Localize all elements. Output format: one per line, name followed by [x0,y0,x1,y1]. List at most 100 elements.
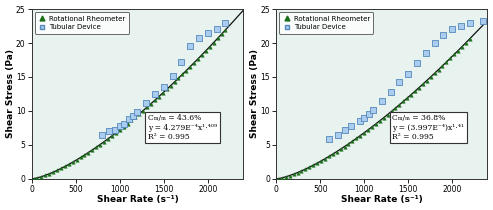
Point [337,147,345,151]
Point [167,84,175,87]
Point [439,33,447,37]
Point [411,89,419,93]
Point [151,98,159,102]
Point [190,61,198,64]
Point [80,153,88,157]
Point [274,177,282,180]
Point [194,57,202,60]
Point [434,68,442,71]
Point [341,145,349,148]
Point [368,125,376,129]
Point [45,172,53,176]
Point [365,113,373,116]
Point [53,169,61,172]
Point [384,113,391,116]
Point [380,116,387,119]
Point [206,45,213,48]
Point [341,128,349,132]
Point [457,24,465,28]
Point [159,91,167,95]
Point [221,28,229,32]
Point [466,21,474,24]
Point [104,137,112,140]
Point [30,177,37,180]
Point [448,28,456,31]
Point [376,119,384,122]
Point [313,161,321,165]
Point [76,156,84,159]
Point [124,122,132,125]
Point [454,49,462,52]
Point [49,171,57,174]
Point [286,174,294,177]
Point [427,75,435,79]
Point [92,146,100,149]
Point [96,143,104,146]
Point [415,86,423,89]
Point [69,160,77,164]
Point [132,116,140,119]
Point [360,116,368,119]
Point [98,133,106,136]
Point [108,134,116,138]
Point [391,106,399,110]
Point [404,72,412,75]
Point [177,60,185,64]
Point [134,111,141,114]
Point [387,90,394,94]
Point [171,80,178,84]
Point [72,158,80,161]
Point [128,119,136,122]
Point [325,155,333,158]
Point [163,88,171,91]
Point [61,165,69,168]
Point [466,37,474,40]
Point [111,128,119,132]
Point [329,152,337,156]
Point [84,151,92,154]
Point [387,110,395,113]
Point [147,102,155,105]
Point [169,74,176,77]
Point [142,101,150,104]
Point [413,62,421,65]
Point [442,60,450,64]
Point [298,169,306,173]
Point [305,165,313,169]
Point [333,150,341,153]
X-axis label: Shear Rate (s⁻¹): Shear Rate (s⁻¹) [97,196,178,205]
Point [195,36,203,39]
X-axis label: Shear Rate (s⁻¹): Shear Rate (s⁻¹) [341,196,423,205]
Point [395,103,403,106]
Point [175,76,182,80]
Point [178,73,186,76]
Point [369,108,377,111]
Point [479,20,487,23]
Point [446,56,454,60]
Point [349,139,356,143]
Point [186,45,194,48]
Point [34,176,41,180]
Point [345,142,352,146]
Point [372,122,380,126]
Point [217,33,225,36]
Point [116,124,124,127]
Point [186,65,194,68]
Point [352,137,360,140]
Point [458,45,466,48]
Point [116,128,124,132]
Point [105,130,113,133]
Point [317,159,325,163]
Point [213,37,221,40]
Point [301,167,309,171]
Point [139,109,147,112]
Point [282,175,290,178]
Point [431,72,439,75]
Point [294,171,302,174]
Point [399,100,407,103]
Point [143,105,151,109]
Point [212,28,220,31]
Point [395,81,403,84]
Point [160,85,168,89]
Point [120,125,128,129]
